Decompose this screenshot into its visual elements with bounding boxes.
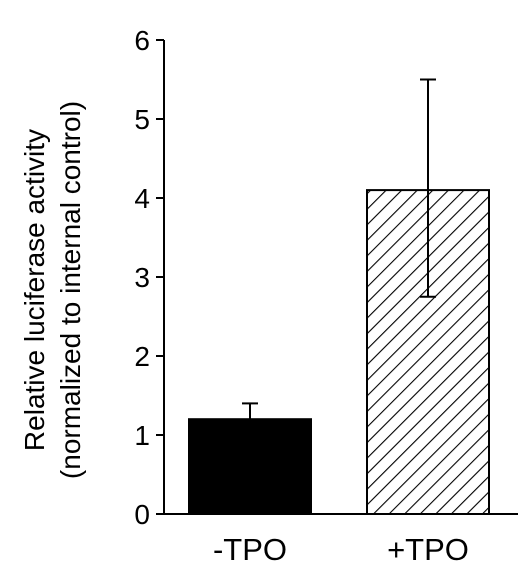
- y-tick-label: 5: [134, 104, 150, 135]
- y-axis-label-line2: (normalized to internal control): [55, 101, 86, 479]
- y-ticks: 0 1 2 3 4 5 6: [134, 25, 164, 530]
- bar-minus-tpo: [188, 418, 312, 516]
- x-tick-label: -TPO: [213, 532, 287, 567]
- y-axis-label-line1: Relative luciferase activity: [19, 129, 50, 451]
- y-tick-label: 6: [134, 25, 150, 56]
- bars: [188, 189, 490, 516]
- error-bars: [242, 78, 436, 420]
- y-tick-label: 0: [134, 499, 150, 530]
- y-tick-label: 2: [134, 341, 150, 372]
- y-tick-label: 1: [134, 420, 150, 451]
- y-tick-label: 3: [134, 262, 150, 293]
- x-tick-labels: -TPO +TPO: [213, 532, 469, 567]
- y-tick-label: 4: [134, 183, 150, 214]
- x-tick-label: +TPO: [387, 532, 469, 567]
